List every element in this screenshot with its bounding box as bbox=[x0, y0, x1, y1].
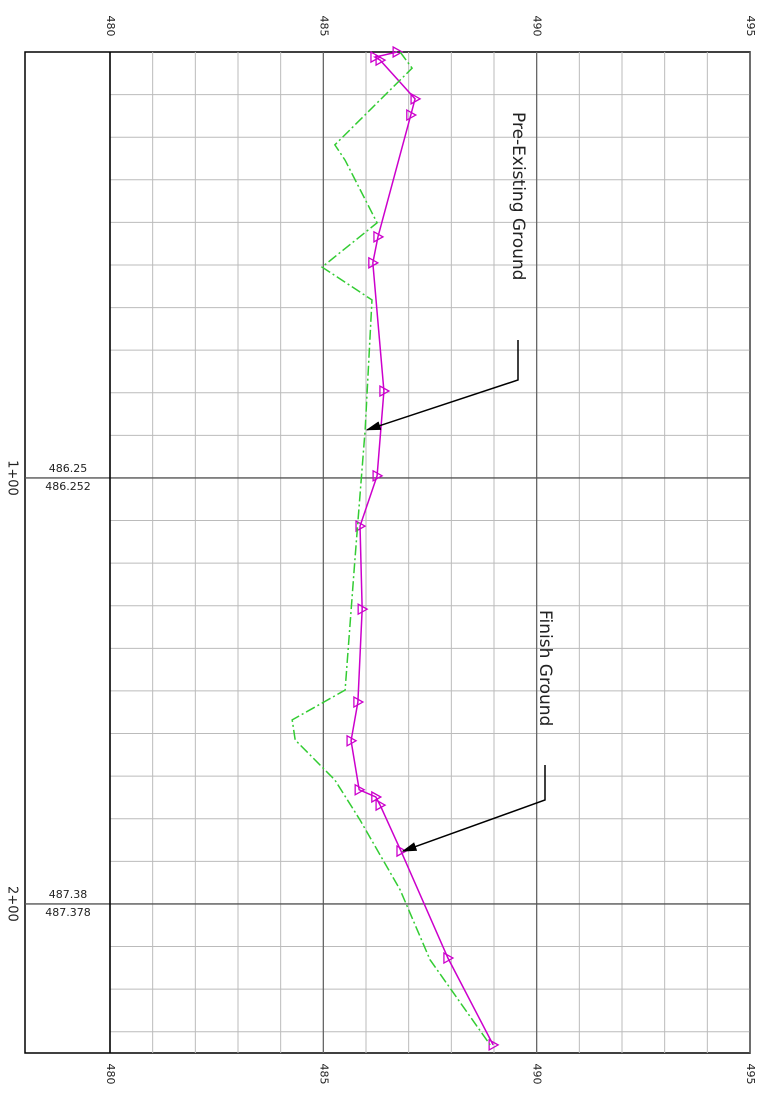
vertex-marker bbox=[346, 734, 358, 747]
existing-ground-line bbox=[291, 51, 491, 1046]
elevation-tick-label: 495 bbox=[744, 16, 757, 37]
vertex-marker bbox=[406, 108, 418, 122]
station-tick-label: 2+00 bbox=[5, 886, 20, 922]
vertex-marker bbox=[353, 695, 365, 709]
elevation-tick-label: 490 bbox=[531, 16, 544, 37]
vertex-marker bbox=[488, 1038, 500, 1052]
elevation-tick-label: 490 bbox=[531, 1064, 544, 1085]
elevation-tick-label: 480 bbox=[104, 1064, 117, 1085]
vertex-marker bbox=[410, 92, 422, 105]
vertex-marker bbox=[379, 384, 391, 398]
vertex-marker bbox=[375, 798, 387, 812]
station-elevation: 486.252 bbox=[45, 480, 91, 493]
leader-line bbox=[401, 765, 546, 852]
station-elevation: 487.38 bbox=[49, 888, 88, 901]
finish-ground-line bbox=[350, 51, 494, 1046]
series-annotation: Pre-Existing Ground bbox=[508, 112, 528, 280]
vertex-marker bbox=[373, 230, 385, 243]
vertex-marker bbox=[372, 469, 384, 482]
vertex-marker bbox=[357, 603, 369, 616]
station-elevation: 486.25 bbox=[49, 462, 88, 475]
series-annotation: Finish Ground bbox=[535, 610, 555, 726]
vertex-marker bbox=[368, 256, 380, 269]
vertex-marker bbox=[375, 53, 387, 67]
station-elevation: 487.378 bbox=[45, 906, 91, 919]
vertex-marker bbox=[355, 519, 367, 533]
vertex-marker bbox=[354, 783, 366, 796]
leader-line bbox=[365, 340, 519, 431]
elevation-tick-label: 485 bbox=[317, 1064, 330, 1085]
station-tick-label: 1+00 bbox=[5, 460, 20, 496]
vertex-marker bbox=[396, 844, 408, 858]
elevation-tick-label: 495 bbox=[744, 1064, 757, 1085]
vertex-marker bbox=[392, 45, 404, 59]
elevation-tick-label: 485 bbox=[317, 16, 330, 37]
vertex-marker bbox=[443, 951, 455, 965]
elevation-tick-label: 480 bbox=[104, 16, 117, 37]
